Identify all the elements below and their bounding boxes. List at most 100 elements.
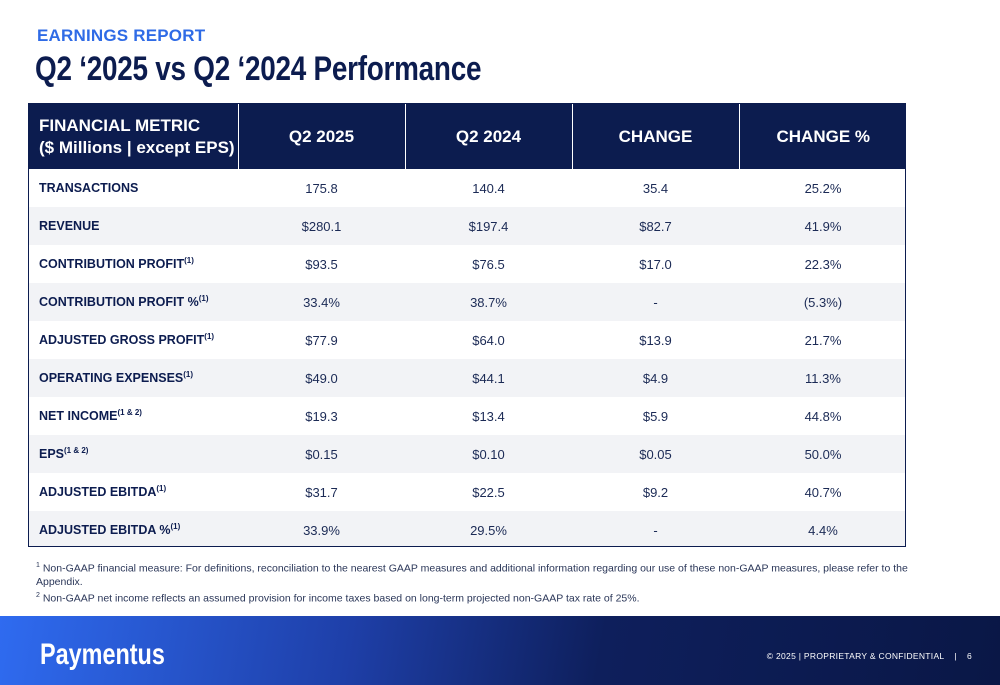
change-cell: $5.9 bbox=[642, 408, 669, 424]
change-pct-cell: 44.8% bbox=[804, 408, 842, 424]
q2-2024-cell: 29.5% bbox=[405, 511, 572, 546]
q2-2024-cell: $197.4 bbox=[405, 207, 572, 245]
change-cell: 35.4 bbox=[642, 180, 669, 196]
table-row: CONTRIBUTION PROFIT(1) $93.5 $76.5 $17.0 22.… bbox=[29, 245, 905, 283]
metric-cell: EPS(1 & 2) bbox=[29, 435, 238, 473]
metric-cell: ADJUSTED EBITDA(1) bbox=[29, 473, 238, 511]
change-pct-cell: (5.3%) bbox=[739, 283, 905, 321]
column-header-q2-2024: Q2 2024 bbox=[405, 104, 573, 169]
footnote-reference: (1) bbox=[183, 370, 194, 379]
column-header-metric: FINANCIAL METRIC ($ Millions | except EP… bbox=[29, 104, 239, 169]
q2-2025-cell: $0.15 bbox=[238, 435, 405, 473]
q2-2024-cell: 140.4 bbox=[472, 180, 505, 196]
metric-label: ADJUSTED EBITDA bbox=[39, 485, 157, 499]
q2-2025-cell: $280.1 bbox=[238, 207, 405, 245]
table-row: TRANSACTIONS 175.8 140.4 35.4 25.2% bbox=[29, 169, 905, 207]
change-cell: $9.2 bbox=[642, 484, 669, 500]
table-header-row: FINANCIAL METRIC ($ Millions | except EP… bbox=[29, 104, 905, 169]
footnote-reference: (1) bbox=[184, 256, 194, 265]
footnote-text: Non-GAAP net income reflects an assumed … bbox=[42, 592, 640, 604]
metric-label: OPERATING EXPENSES bbox=[39, 371, 184, 385]
metric-cell: ADJUSTED GROSS PROFIT(1) bbox=[29, 321, 238, 359]
footer-legal: © 2025 | PROPRIETARY & CONFIDENTIAL | 6 bbox=[767, 651, 972, 661]
footnote-reference: (1 & 2) bbox=[117, 408, 142, 417]
company-logo: Paymentus bbox=[40, 638, 165, 671]
column-header-change: CHANGE bbox=[572, 104, 740, 169]
metric-cell: CONTRIBUTION PROFIT %(1) bbox=[29, 283, 238, 321]
change-pct-cell: 41.9% bbox=[739, 207, 905, 245]
footnote-reference: (1) bbox=[170, 522, 181, 531]
table-row: NET INCOME(1 & 2) $19.3 $13.4 $5.9 44.8% bbox=[29, 397, 905, 435]
footnote-text: Non-GAAP financial measure: For definiti… bbox=[36, 562, 908, 588]
metric-label: REVENUE bbox=[39, 219, 100, 233]
metric-label: CONTRIBUTION PROFIT % bbox=[39, 295, 199, 309]
metric-cell: OPERATING EXPENSES(1) bbox=[29, 359, 238, 397]
metric-cell: TRANSACTIONS bbox=[29, 169, 238, 207]
q2-2025-cell: 33.9% bbox=[238, 511, 405, 546]
table-row: REVENUE $280.1 $197.4 $82.7 41.9% bbox=[29, 207, 905, 245]
q2-2025-cell: 175.8 bbox=[305, 180, 338, 196]
footnote-mark: 1 bbox=[36, 562, 40, 569]
metric-label: TRANSACTIONS bbox=[39, 181, 139, 195]
table-row: ADJUSTED EBITDA(1) $31.7 $22.5 $9.2 40.7% bbox=[29, 473, 905, 511]
q2-2025-cell: $19.3 bbox=[305, 408, 338, 424]
footnote-2: 2 Non-GAAP net income reflects an assume… bbox=[36, 589, 916, 606]
footnote-reference: (1 & 2) bbox=[64, 446, 89, 455]
metric-cell: CONTRIBUTION PROFIT(1) bbox=[29, 245, 238, 283]
change-cell: - bbox=[572, 283, 739, 321]
change-pct-cell: 22.3% bbox=[804, 256, 842, 272]
q2-2024-cell: $13.4 bbox=[472, 408, 505, 424]
q2-2025-cell: 33.4% bbox=[238, 283, 405, 321]
q2-2025-cell: $31.7 bbox=[305, 484, 338, 500]
q2-2024-cell: $76.5 bbox=[472, 256, 505, 272]
q2-2024-cell: $22.5 bbox=[472, 484, 505, 500]
column-header-q2-2025: Q2 2025 bbox=[238, 104, 406, 169]
table-row: ADJUSTED EBITDA %(1) 33.9% 29.5% -4.4% bbox=[29, 511, 905, 546]
footnote-reference: (1) bbox=[156, 484, 167, 493]
q2-2025-cell: $77.9 bbox=[305, 332, 338, 348]
change-pct-cell: 21.7% bbox=[804, 332, 842, 348]
metric-cell: REVENUE bbox=[29, 207, 238, 245]
page-title: Q2 ‘2025 vs Q2 ‘2024 Performance bbox=[35, 50, 482, 88]
table-body: TRANSACTIONS 175.8 140.4 35.4 25.2% REVENUE $2… bbox=[29, 169, 905, 546]
section-kicker: EARNINGS REPORT bbox=[37, 26, 206, 45]
page-number: 6 bbox=[966, 651, 972, 661]
table-row: EPS(1 & 2) $0.15 $0.10 $0.05 50.0% bbox=[29, 435, 905, 473]
footer-bar: Paymentus © 2025 | PROPRIETARY & CONFIDE… bbox=[0, 616, 1000, 685]
q2-2024-cell: $64.0 bbox=[472, 332, 505, 348]
metric-label: ADJUSTED GROSS PROFIT bbox=[39, 333, 205, 347]
change-cell: $13.9 bbox=[639, 332, 672, 348]
column-header-change-pct: CHANGE % bbox=[739, 104, 905, 169]
q2-2024-cell: 38.7% bbox=[405, 283, 572, 321]
column-header-metric-line1: FINANCIAL METRIC bbox=[39, 115, 201, 135]
metric-label: ADJUSTED EBITDA % bbox=[39, 523, 171, 537]
change-cell: $4.9 bbox=[572, 359, 739, 397]
metric-cell: NET INCOME(1 & 2) bbox=[29, 397, 238, 435]
metric-label: NET INCOME bbox=[39, 409, 118, 423]
footnote-mark: 2 bbox=[36, 591, 40, 599]
table-row: OPERATING EXPENSES(1) $49.0 $44.1 $4.9 11.3% bbox=[29, 359, 905, 397]
footnotes: 1 Non-GAAP financial measure: For defini… bbox=[36, 559, 916, 605]
q2-2024-cell: $44.1 bbox=[405, 359, 572, 397]
change-pct-cell: 40.7% bbox=[804, 484, 842, 500]
copyright-text: © 2025 | PROPRIETARY & CONFIDENTIAL bbox=[766, 651, 945, 661]
change-pct-cell: 25.2% bbox=[804, 180, 842, 196]
footer-separator: | bbox=[954, 651, 957, 661]
table-header: FINANCIAL METRIC ($ Millions | except EP… bbox=[29, 104, 905, 169]
metric-label: CONTRIBUTION PROFIT bbox=[39, 257, 185, 271]
table-row: CONTRIBUTION PROFIT %(1) 33.4% 38.7% - (5.3%… bbox=[29, 283, 905, 321]
change-pct-cell: 50.0% bbox=[739, 435, 905, 473]
q2-2025-cell: $93.5 bbox=[305, 256, 338, 272]
change-cell: - bbox=[572, 511, 739, 546]
column-header-metric-line2: ($ Millions | except EPS) bbox=[39, 137, 235, 157]
footnote-1: 1 Non-GAAP financial measure: For defini… bbox=[36, 559, 916, 589]
q2-2024-cell: $0.10 bbox=[405, 435, 572, 473]
change-cell: $82.7 bbox=[572, 207, 739, 245]
metric-cell: ADJUSTED EBITDA %(1) bbox=[29, 511, 238, 546]
metrics-table: FINANCIAL METRIC ($ Millions | except EP… bbox=[29, 104, 905, 546]
change-pct-cell: 11.3% bbox=[739, 359, 905, 397]
table-row: ADJUSTED GROSS PROFIT(1) $77.9 $64.0 $13.9 2… bbox=[29, 321, 905, 359]
footnote-reference: (1) bbox=[204, 332, 215, 341]
q2-2025-cell: $49.0 bbox=[238, 359, 405, 397]
metric-label: EPS bbox=[39, 447, 65, 461]
